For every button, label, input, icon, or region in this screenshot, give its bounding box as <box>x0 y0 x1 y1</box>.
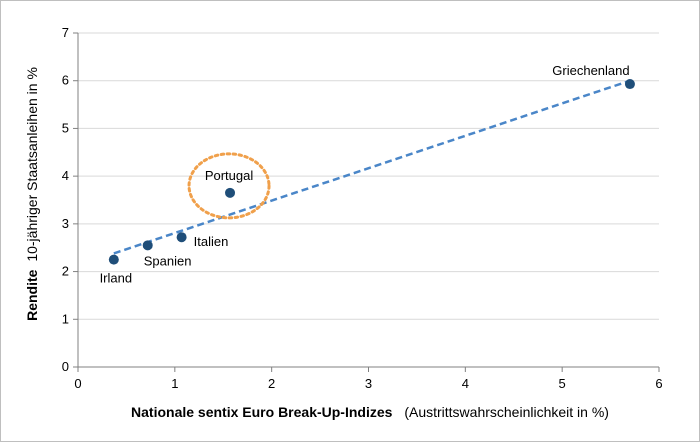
x-tick-labels: 0 1 2 3 4 5 6 <box>74 376 662 391</box>
y-tick-labels: 0 1 2 3 4 5 6 7 <box>62 25 69 374</box>
point-label-portugal: Portugal <box>205 168 254 183</box>
grid-lines <box>78 32 659 320</box>
y-tick-label-3: 3 <box>62 216 69 231</box>
x-tick-label-4: 4 <box>462 376 469 391</box>
data-point-griechenland <box>624 79 635 90</box>
data-point-spanien <box>142 240 153 251</box>
data-points <box>108 79 635 265</box>
y-axis-title-normal: 10-jähriger Staatsanleihen in % <box>24 67 40 262</box>
x-axis-title-normal: (Austrittswahrscheinlichkeit in %) <box>404 404 609 420</box>
x-tick-label-5: 5 <box>559 376 566 391</box>
portugal-highlight-circle <box>187 152 271 220</box>
y-tick-label-0: 0 <box>62 359 69 374</box>
x-tick-label-1: 1 <box>171 376 178 391</box>
x-tick-label-0: 0 <box>74 376 81 391</box>
y-tick-label-4: 4 <box>62 168 69 183</box>
trendline-group <box>113 79 631 255</box>
data-point-italien <box>176 232 187 243</box>
axes <box>73 32 660 372</box>
y-tick-label-5: 5 <box>62 120 69 135</box>
y-axis-title-bold: Rendite <box>24 269 40 321</box>
y-tick-label-2: 2 <box>62 264 69 279</box>
x-tick-label-6: 6 <box>655 376 662 391</box>
point-label-griechenland: Griechenland <box>552 63 629 78</box>
x-tick-label-2: 2 <box>268 376 275 391</box>
point-label-spanien: Spanien <box>144 253 192 268</box>
y-tick-label-7: 7 <box>62 25 69 40</box>
trendline <box>113 79 631 255</box>
highlight-group <box>187 152 271 220</box>
point-label-irland: Irland <box>100 271 133 286</box>
y-tick-label-6: 6 <box>62 73 69 88</box>
y-tick-label-1: 1 <box>62 311 69 326</box>
x-tick-label-3: 3 <box>365 376 372 391</box>
data-point-portugal <box>225 187 236 198</box>
y-axis-title: Rendite 10-jähriger Staatsanleihen in % <box>24 67 40 321</box>
x-axis-title-bold: Nationale sentix Euro Break-Up-Indizes <box>131 404 393 420</box>
x-axis-title: Nationale sentix Euro Break-Up-Indizes (… <box>131 404 609 420</box>
data-point-irland <box>108 254 119 265</box>
point-label-italien: Italien <box>194 234 229 249</box>
